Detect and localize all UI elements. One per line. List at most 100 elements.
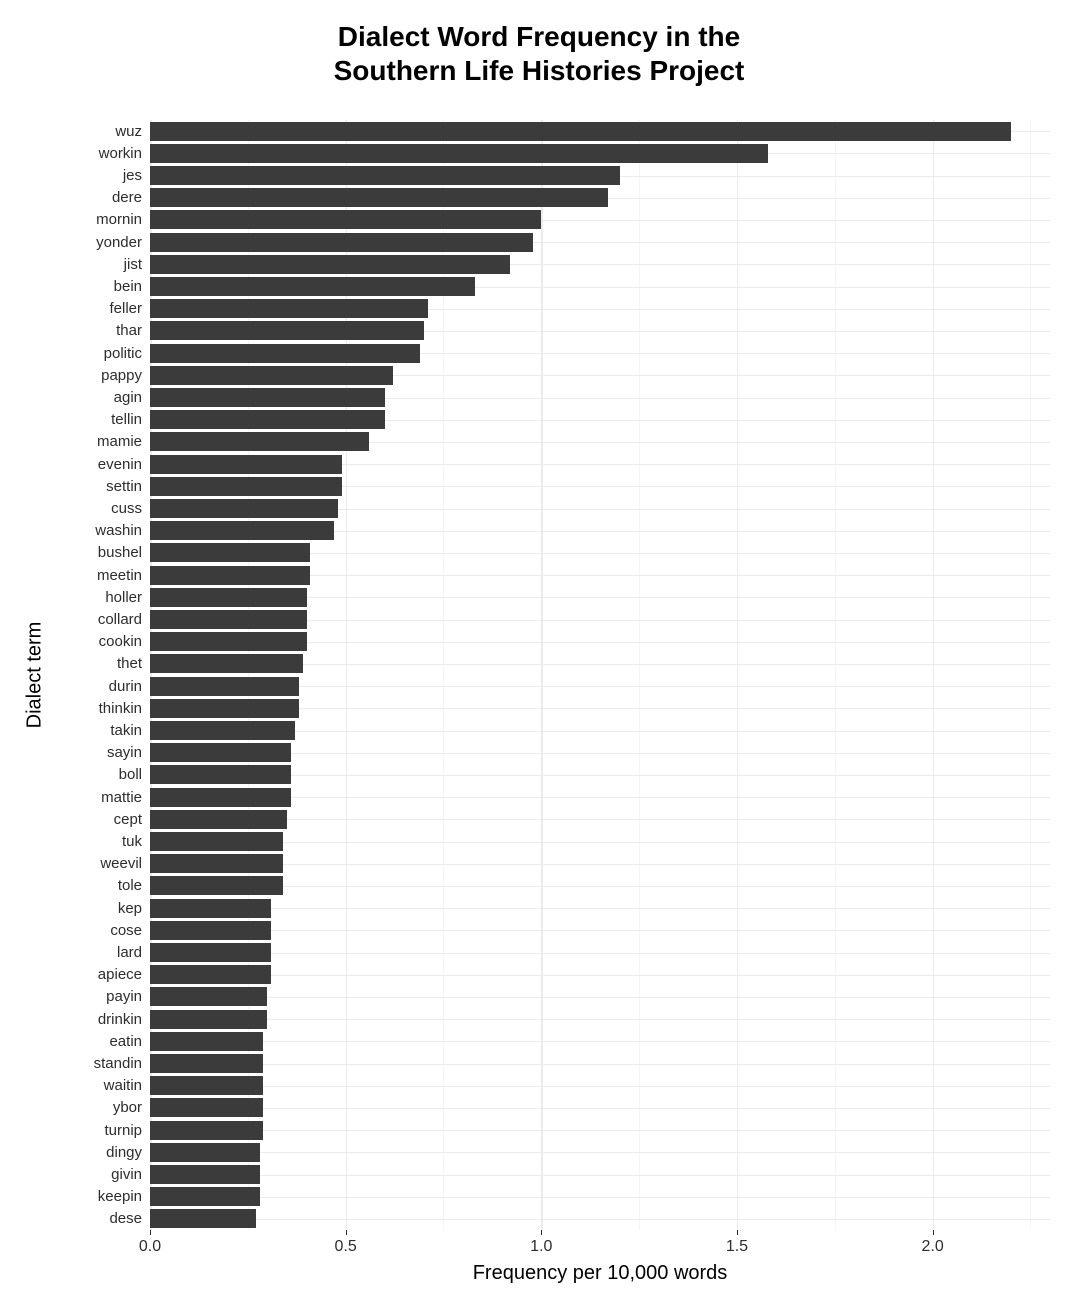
- y-tick-label: cept: [114, 811, 142, 828]
- bar: [150, 1187, 260, 1206]
- bar: [150, 677, 299, 696]
- y-tick-label: wuz: [115, 123, 142, 140]
- bar: [150, 832, 283, 851]
- bar: [150, 810, 287, 829]
- y-tick-label: takin: [110, 722, 142, 739]
- y-tick-label: agin: [114, 389, 142, 406]
- bar: [150, 477, 342, 496]
- y-tick-label: washin: [95, 522, 142, 539]
- y-tick-label: mornin: [96, 211, 142, 228]
- y-tick-label: jist: [124, 256, 142, 273]
- bar: [150, 499, 338, 518]
- y-tick-label: meetin: [97, 567, 142, 584]
- y-axis-title: Dialect term: [24, 622, 47, 729]
- chart-title: Dialect Word Frequency in the Southern L…: [0, 0, 1078, 87]
- y-tick-label: politic: [104, 345, 142, 362]
- y-tick-label: dese: [109, 1210, 142, 1227]
- bar: [150, 1054, 263, 1073]
- y-tick-label: keepin: [98, 1188, 142, 1205]
- x-tick-label: 1.5: [726, 1238, 748, 1256]
- y-tick-label: boll: [119, 766, 142, 783]
- y-tick-label: weevil: [100, 855, 142, 872]
- y-tick-label: tellin: [111, 411, 142, 428]
- bar: [150, 965, 271, 984]
- bar: [150, 166, 620, 185]
- title-line-1: Dialect Word Frequency in the: [0, 20, 1078, 54]
- gridline-major: [150, 997, 1050, 998]
- gridline-major: [150, 953, 1050, 954]
- gridline-major: [150, 1175, 1050, 1176]
- y-tick-label: thinkin: [99, 700, 142, 717]
- bar: [150, 432, 369, 451]
- gridline-major: [150, 886, 1050, 887]
- gridline-major: [150, 1152, 1050, 1153]
- gridline-major: [150, 1219, 1050, 1220]
- y-tick-label: payin: [106, 988, 142, 1005]
- bar: [150, 654, 303, 673]
- x-tick-mark: [933, 1230, 934, 1235]
- bar: [150, 277, 475, 296]
- bar: [150, 410, 385, 429]
- y-tick-label: kep: [118, 900, 142, 917]
- y-tick-label: sayin: [107, 744, 142, 761]
- y-tick-label: durin: [109, 678, 142, 695]
- bar: [150, 588, 307, 607]
- bar: [150, 210, 541, 229]
- bar: [150, 1165, 260, 1184]
- gridline-major: [150, 930, 1050, 931]
- bar: [150, 366, 393, 385]
- gridline-major: [150, 1019, 1050, 1020]
- bar: [150, 987, 267, 1006]
- bar: [150, 743, 291, 762]
- bar: [150, 1076, 263, 1095]
- x-tick-mark: [346, 1230, 347, 1235]
- bar: [150, 699, 299, 718]
- bar: [150, 455, 342, 474]
- y-tick-label: collard: [98, 611, 142, 628]
- y-tick-label: yonder: [96, 234, 142, 251]
- x-tick-mark: [737, 1230, 738, 1235]
- bar: [150, 876, 283, 895]
- y-tick-label: thet: [117, 655, 142, 672]
- x-tick-label: 0.5: [335, 1238, 357, 1256]
- y-tick-label: standin: [94, 1055, 142, 1072]
- y-tick-label: cuss: [111, 500, 142, 517]
- bar: [150, 321, 424, 340]
- y-tick-label: eatin: [109, 1033, 142, 1050]
- y-tick-label: workin: [99, 145, 142, 162]
- y-tick-label: tuk: [122, 833, 142, 850]
- y-tick-label: drinkin: [98, 1011, 142, 1028]
- gridline-major: [150, 1064, 1050, 1065]
- chart-container: Dialect Word Frequency in the Southern L…: [0, 0, 1078, 1292]
- y-tick-label: apiece: [98, 966, 142, 983]
- y-tick-label: mamie: [97, 433, 142, 450]
- y-tick-label: pappy: [101, 367, 142, 384]
- y-tick-label: bein: [114, 278, 142, 295]
- bar: [150, 854, 283, 873]
- x-axis-title: Frequency per 10,000 words: [473, 1262, 728, 1285]
- y-tick-label: cose: [110, 922, 142, 939]
- x-tick-label: 2.0: [921, 1238, 943, 1256]
- bar: [150, 144, 768, 163]
- bar: [150, 233, 533, 252]
- bar: [150, 632, 307, 651]
- bar: [150, 299, 428, 318]
- gridline-major: [150, 1197, 1050, 1198]
- bar: [150, 122, 1011, 141]
- bar: [150, 1209, 256, 1228]
- gridline-major: [150, 1108, 1050, 1109]
- x-tick-mark: [150, 1230, 151, 1235]
- y-tick-label: holler: [105, 589, 142, 606]
- y-tick-label: settin: [106, 478, 142, 495]
- y-tick-label: givin: [111, 1166, 142, 1183]
- bar: [150, 788, 291, 807]
- bar: [150, 921, 271, 940]
- y-tick-label: ybor: [113, 1099, 142, 1116]
- gridline-major: [150, 1041, 1050, 1042]
- y-tick-label: dere: [112, 189, 142, 206]
- x-tick-mark: [541, 1230, 542, 1235]
- plot-panel: [150, 120, 1050, 1230]
- bar: [150, 188, 608, 207]
- bar: [150, 566, 310, 585]
- x-tick-label: 1.0: [530, 1238, 552, 1256]
